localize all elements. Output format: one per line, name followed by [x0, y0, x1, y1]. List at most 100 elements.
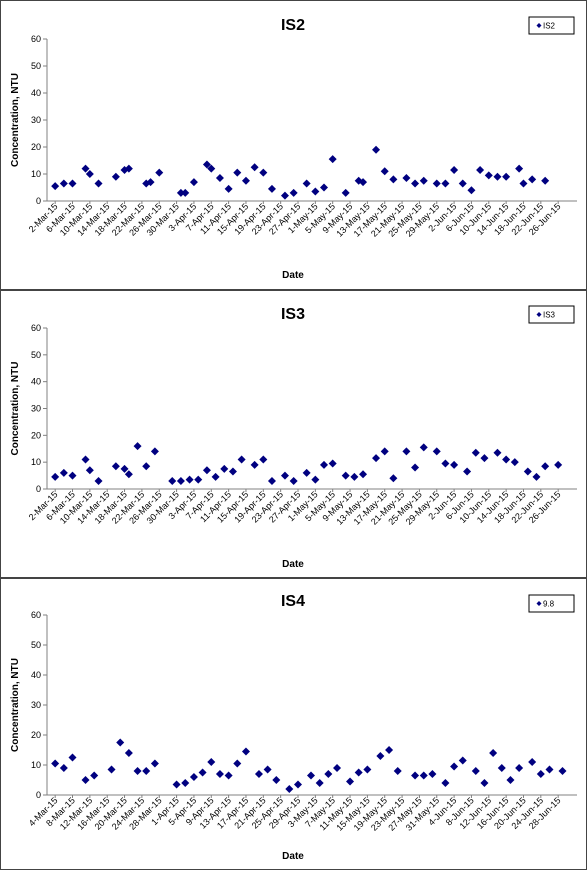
- data-point: [441, 779, 450, 787]
- y-tick-label: 20: [31, 142, 41, 152]
- data-point: [458, 179, 467, 188]
- data-point: [354, 768, 363, 777]
- data-point: [107, 765, 116, 774]
- data-point: [333, 764, 342, 772]
- data-point: [202, 160, 211, 169]
- data-point: [81, 776, 90, 784]
- legend-marker: [536, 23, 542, 28]
- data-point: [176, 188, 185, 197]
- data-point: [471, 767, 480, 775]
- data-point: [94, 179, 103, 188]
- data-point: [280, 471, 289, 480]
- data-point: [68, 753, 77, 762]
- y-tick-label: 40: [31, 88, 41, 98]
- data-point: [493, 448, 502, 457]
- legend-box: [528, 594, 575, 613]
- data-point: [432, 179, 441, 188]
- data-point: [497, 764, 506, 772]
- data-point: [241, 747, 250, 756]
- chart-panel-is3: IS3 Concentration, NTU Date 0 10 20 30 40 50 60 2-…: [0, 290, 587, 578]
- y-tick-label: 30: [31, 700, 41, 710]
- legend-box: [528, 305, 575, 324]
- data-point: [441, 459, 450, 468]
- x-axis-label: Date: [282, 851, 304, 862]
- data-point: [506, 776, 515, 784]
- data-point: [307, 771, 315, 780]
- data-point: [172, 780, 181, 789]
- y-tick-label: 0: [36, 196, 41, 206]
- data-point: [428, 770, 437, 778]
- legend-label: 9.8: [543, 600, 555, 609]
- data-point: [341, 188, 350, 197]
- data-point: [176, 476, 185, 485]
- data-point: [168, 476, 177, 485]
- y-tick-label: 10: [31, 760, 41, 770]
- data-point: [142, 767, 151, 775]
- data-point: [207, 758, 216, 766]
- data-point: [259, 455, 268, 464]
- y-tick-label: 60: [31, 610, 41, 620]
- data-point: [51, 759, 60, 768]
- data-point: [450, 460, 459, 469]
- data-point: [85, 170, 94, 178]
- data-point: [111, 462, 120, 471]
- data-point: [419, 176, 428, 185]
- data-point: [133, 767, 142, 775]
- data-point: [237, 455, 246, 464]
- y-axis-label: Concentration, NTU: [10, 73, 21, 167]
- data-point: [189, 773, 198, 781]
- data-point: [124, 749, 133, 757]
- data-point: [116, 738, 125, 747]
- data-point: [515, 764, 524, 772]
- data-point: [372, 454, 381, 463]
- data-point: [493, 172, 502, 181]
- data-point: [59, 764, 68, 772]
- data-point: [411, 771, 420, 780]
- chart-panel-is4: IS4 Concentration, NTU Date 0 10 20 30 40 50 60 4-…: [0, 578, 587, 870]
- data-point: [285, 785, 294, 793]
- data-point: [155, 168, 164, 177]
- data-point: [411, 179, 420, 188]
- data-point: [181, 188, 190, 197]
- data-point: [372, 145, 381, 154]
- y-axis-label: Concentration, NTU: [10, 658, 21, 752]
- data-point: [150, 759, 159, 768]
- data-point: [150, 447, 159, 456]
- data-point: [272, 776, 281, 784]
- data-point: [463, 467, 472, 476]
- data-point: [402, 447, 411, 456]
- data-point: [502, 455, 511, 464]
- y-tick-label: 0: [36, 484, 41, 494]
- data-point: [202, 466, 211, 475]
- data-point: [124, 164, 133, 173]
- data-point: [450, 165, 459, 174]
- data-point: [189, 178, 198, 187]
- data-point: [502, 172, 511, 181]
- data-point: [554, 460, 563, 469]
- data-point: [320, 460, 329, 469]
- data-point: [224, 184, 233, 193]
- y-tick-label: 40: [31, 377, 41, 387]
- data-point: [94, 476, 103, 485]
- data-point: [376, 752, 385, 760]
- data-point: [267, 184, 276, 193]
- y-tick-label: 40: [31, 670, 41, 680]
- y-tick-label: 0: [36, 790, 41, 800]
- y-tick-label: 10: [31, 457, 41, 467]
- data-point: [350, 472, 359, 481]
- data-point: [419, 771, 428, 780]
- data-point: [476, 165, 485, 174]
- data-point: [81, 455, 90, 464]
- data-point: [515, 164, 524, 173]
- data-point: [228, 467, 237, 476]
- data-point: [389, 474, 398, 483]
- data-point: [51, 182, 60, 191]
- y-tick-label: 50: [31, 61, 41, 71]
- data-point: [402, 174, 411, 183]
- data-point: [124, 470, 133, 479]
- data-point: [315, 779, 324, 787]
- data-point: [85, 466, 94, 475]
- data-point: [280, 191, 289, 200]
- data-point: [289, 188, 298, 197]
